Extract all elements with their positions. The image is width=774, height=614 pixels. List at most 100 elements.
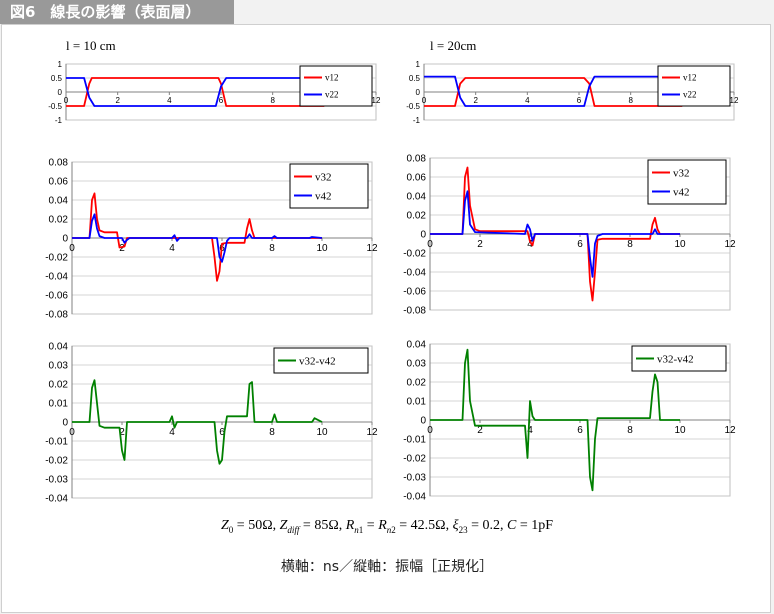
series-line-v22 — [424, 75, 683, 107]
legend-label: v32 — [315, 171, 332, 183]
legend-label: v22 — [683, 90, 697, 100]
y-tick-label: 0.02 — [407, 378, 427, 389]
x-tick-label: 2 — [477, 239, 483, 250]
legend-label: v12 — [683, 73, 697, 83]
series-line-v22 — [66, 77, 325, 107]
x-tick-label: 2 — [115, 96, 120, 105]
x-tick-label: 8 — [270, 96, 275, 105]
y-tick-label: 0.5 — [51, 74, 63, 83]
y-tick-label: 0.04 — [49, 196, 69, 207]
series-line-v32-v42 — [72, 379, 323, 465]
x-tick-label: 12 — [730, 96, 739, 105]
x-tick-label: 0 — [427, 425, 433, 436]
zdiff-value: 85Ω — [314, 518, 339, 533]
y-tick-label: 0.01 — [407, 397, 427, 408]
x-tick-label: 8 — [628, 96, 633, 105]
z0-value: 50Ω — [248, 518, 273, 533]
figure-title: 図6 線長の影響（表面層） — [0, 0, 234, 24]
legend-label: v32 — [673, 167, 690, 179]
x-tick-label: 12 — [372, 96, 381, 105]
legend-box — [289, 163, 369, 209]
y-tick-label: 0 — [62, 234, 68, 245]
legend: v32 v42 — [289, 163, 369, 209]
y-tick-label: 0.04 — [407, 340, 427, 351]
y-tick-label: -1 — [413, 116, 421, 125]
legend-box — [657, 65, 731, 107]
x-tick-label: 2 — [477, 425, 483, 436]
y-tick-label: 0.06 — [407, 173, 427, 184]
y-tick-label: -0.08 — [403, 306, 426, 317]
series-line-v12 — [66, 77, 325, 107]
y-tick-label: -0.01 — [45, 437, 68, 448]
x-tick-label: 2 — [119, 427, 125, 438]
x-tick-label: 6 — [577, 239, 583, 250]
legend: v12 v22 — [657, 65, 731, 107]
x-tick-label: 6 — [577, 425, 583, 436]
y-tick-label: 0 — [420, 416, 426, 427]
x-tick-label: 8 — [269, 243, 275, 254]
x-tick-label: 4 — [167, 96, 172, 105]
chart-v32-v42-20cm: 0.08 0.06 0.04 0.02 0 -0.02 -0.04 -0.06 -0.08 0 2 4… — [388, 148, 738, 328]
y-tick-label: 0.03 — [407, 359, 427, 370]
legend-label: v32-v42 — [657, 353, 694, 365]
x-tick-label: 4 — [169, 427, 175, 438]
legend-label: v22 — [325, 90, 339, 100]
chart-title: l = 20cm — [430, 38, 477, 53]
y-tick-label: 0.02 — [49, 380, 69, 391]
y-tick-label: -0.5 — [406, 102, 420, 111]
x-tick-label: 8 — [627, 425, 633, 436]
y-tick-label: 0 — [420, 230, 426, 241]
rn-value: 42.5Ω — [410, 518, 446, 533]
x-tick-label: 4 — [169, 243, 175, 254]
legend: v32 v42 — [647, 159, 727, 205]
x-tick-label: 8 — [269, 427, 275, 438]
series-line-v42 — [430, 190, 680, 278]
x-tick-label: 12 — [724, 239, 736, 250]
x-tick-label: 10 — [316, 243, 328, 254]
y-tick-label: -0.02 — [45, 253, 68, 264]
y-tick-label: 0.08 — [407, 154, 427, 165]
x-tick-label: 12 — [724, 425, 736, 436]
x-tick-label: 4 — [525, 96, 530, 105]
y-tick-label: -0.04 — [45, 272, 68, 283]
y-tick-label: 1 — [58, 60, 63, 69]
y-tick-label: -0.08 — [45, 310, 68, 321]
y-tick-label: -0.04 — [403, 268, 426, 279]
y-tick-label: -0.04 — [45, 494, 68, 505]
x-tick-label: 10 — [674, 425, 686, 436]
x-tick-label: 6 — [219, 427, 225, 438]
y-tick-label: 0.08 — [49, 158, 69, 169]
x-tick-label: 0 — [69, 243, 75, 254]
chart-title: l = 10 cm — [66, 38, 116, 53]
legend: v32-v42 — [273, 347, 369, 374]
series-line-v32-v42 — [430, 348, 680, 492]
x-tick-label: 12 — [366, 427, 378, 438]
xi-value: 0.2 — [482, 518, 500, 533]
y-tick-label: -0.02 — [403, 249, 426, 260]
y-tick-label: 0 — [416, 88, 421, 97]
x-tick-label: 12 — [366, 243, 378, 254]
y-tick-label: 0 — [58, 88, 63, 97]
legend: v32-v42 — [631, 345, 727, 372]
x-tick-label: 0 — [64, 96, 69, 105]
x-tick-label: 0 — [69, 427, 75, 438]
legend: v12 v22 — [299, 65, 373, 107]
x-tick-label: 6 — [577, 96, 582, 105]
y-tick-label: 0.5 — [409, 74, 421, 83]
y-tick-label: 0.02 — [407, 211, 427, 222]
legend-label: v42 — [673, 186, 690, 198]
y-tick-label: -0.04 — [403, 492, 426, 503]
series-line-v42 — [72, 213, 323, 263]
legend-label: v32-v42 — [299, 355, 336, 367]
y-tick-label: -0.5 — [48, 102, 62, 111]
legend-box — [647, 159, 727, 205]
y-tick-label: -0.01 — [403, 435, 426, 446]
y-tick-label: 0.06 — [49, 177, 69, 188]
y-tick-label: -0.06 — [403, 287, 426, 298]
chart-v12-v22-10cm: l = 10 cm 10.50-0.5-1024681012v12v22 — [30, 38, 381, 138]
y-tick-label: 0.01 — [49, 399, 69, 410]
x-tick-label: 6 — [219, 96, 224, 105]
x-tick-label: 0 — [427, 239, 433, 250]
chart-diff-20cm: 0.04 0.03 0.02 0.01 0 -0.01 -0.02 -0.03 -0.04 0 2 4… — [388, 334, 738, 514]
x-tick-label: 10 — [316, 427, 328, 438]
